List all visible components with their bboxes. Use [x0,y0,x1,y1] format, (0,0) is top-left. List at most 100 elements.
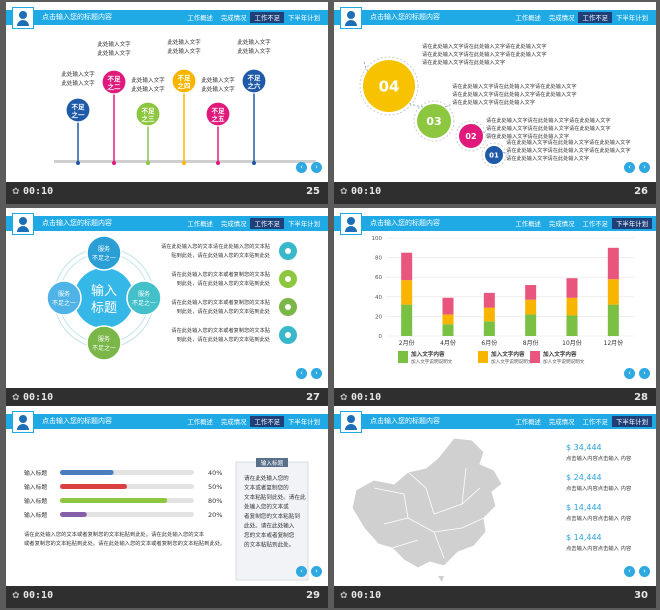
bar-segment [525,314,537,336]
prev-arrow-icon[interactable]: ‹ [624,162,635,173]
circle-text: 请在此处输入文字请在此处输入文字 [452,98,535,106]
tab-progress[interactable]: 完成情况 [548,220,575,228]
tab-plan[interactable]: 下半年计划 [288,418,320,426]
bar-label: 输入标题 [24,511,47,519]
slide-number: 30 [634,590,648,601]
tab-progress[interactable]: 完成情况 [548,14,575,22]
slide-27[interactable]: 点击输入您的标题内容 工作概述 完成情况 工作不足 下半年计划 输入 标题 服务 不足… [6,208,328,410]
next-arrow-icon[interactable]: › [639,368,650,379]
bar-segment [566,297,578,316]
marker-text: 此处输入文字 [131,85,165,93]
tab-progress[interactable]: 完成情况 [548,418,575,426]
tab-plan[interactable]: 下半年计划 [612,416,652,427]
tab-plan[interactable]: 下半年计划 [612,218,652,229]
marker-circle [65,97,91,123]
icon-glyph [285,248,291,254]
x-tick-label: 12月份 [604,339,624,347]
bar-label: 输入标题 [24,469,47,477]
marker-circle [241,68,267,94]
satellite-label: 服务 [98,245,110,253]
tab-overview[interactable]: 工作概述 [187,418,213,426]
y-tick-label: 100 [372,236,383,242]
marker-label: 之五 [212,114,226,123]
tab-progress[interactable]: 完成情况 [220,418,247,426]
tab-plan[interactable]: 下半年计划 [288,14,320,22]
tab-overview[interactable]: 工作概述 [515,220,541,228]
satellite-label: 不足之一 [92,344,116,352]
note-text: 的文本粘贴到此处。 [244,541,294,549]
next-arrow-icon[interactable]: › [311,368,322,379]
tab-shortcomings[interactable]: 工作不足 [582,220,609,228]
china-map [351,437,503,569]
slide-26[interactable]: 点击输入您的标题内容 工作概述 完成情况 工作不足 下半年计划 04 请在此处输入… [334,2,656,204]
tab-plan[interactable]: 下半年计划 [288,220,320,228]
marker-base-dot [146,161,150,165]
marker-text: 此处输入文字 [201,76,235,84]
tab-progress[interactable]: 完成情况 [220,220,247,228]
slide-25[interactable]: 点击输入您的标题内容 工作概述 完成情况 工作不足 下半年计划 不足 之一 此处输入… [6,2,328,204]
bar-track [60,512,194,517]
map-border [407,471,435,515]
next-arrow-icon[interactable]: › [311,162,322,173]
circle-text: 请在此处输入文字请在此处输入文字请在此处输入文字 [486,116,611,124]
marker-text: 此处输入文字 [237,38,271,46]
stat-caption: 点击输入内容点击输入 内容 [566,544,632,552]
tab-overview[interactable]: 工作概述 [515,14,541,22]
tab-shortcomings[interactable]: 工作不足 [250,12,285,23]
prev-arrow-icon[interactable]: ‹ [296,162,307,173]
prev-arrow-icon[interactable]: ‹ [624,368,635,379]
slide-header: 点击输入您的标题内容 工作概述 完成情况 工作不足 下半年计划 [6,213,328,235]
bar-segment [401,280,413,305]
marker-circle [135,101,161,127]
slide-canvas: 点击输入您的标题内容 工作概述 完成情况 工作不足 下半年计划 输入 标题 服务 不足… [6,208,328,388]
slide-30[interactable]: 点击输入您的标题内容 工作概述 完成情况 工作不足 下半年计划 $ 34,444… [334,406,656,608]
marker-text: 此处输入文字 [167,47,201,55]
slide-canvas: 点击输入您的标题内容 工作概述 完成情况 工作不足 下半年计划 不足 之一 此处输入… [6,2,328,182]
satellite-circle [86,325,122,361]
slide-number: 28 [634,392,648,403]
tab-shortcomings[interactable]: 工作不足 [582,418,609,426]
tab-shortcomings[interactable]: 工作不足 [578,12,613,23]
next-arrow-icon[interactable]: › [311,566,322,577]
tab-plan[interactable]: 下半年计划 [616,14,648,22]
marker-text: 此处输入文字 [237,47,271,55]
slide-duration: 00:10 [23,590,54,601]
bar-segment [483,307,495,322]
note-text: 请在此处输入您的 [244,474,289,482]
tab-shortcomings[interactable]: 工作不足 [250,416,285,427]
prev-arrow-icon[interactable]: ‹ [296,368,307,379]
satellite-label: 服务 [138,290,150,298]
map-stats: $ 34,444 点击输入内容点击输入 内容 $ 24,444 点击输入内容点击输入 … [351,437,632,582]
x-tick-label: 4月份 [440,339,456,347]
stat-value: $ 34,444 [566,443,602,452]
slide-header: 点击输入您的标题内容 工作概述 完成情况 工作不足 下半年计划 [334,7,656,29]
tab-bar: 工作概述 完成情况 工作不足 下半年计划 [183,218,324,229]
tab-overview[interactable]: 工作概述 [187,14,213,22]
note-text: 文本粘贴到此处。请在此 [244,493,306,501]
map-border [433,517,485,533]
marker-label: 之六 [248,81,262,90]
slide-29[interactable]: 点击输入您的标题内容 工作概述 完成情况 工作不足 下半年计划 输入标题 40% 输… [6,406,328,608]
slide-duration: 00:10 [351,392,382,403]
tab-shortcomings[interactable]: 工作不足 [250,218,285,229]
tab-bar: 工作概述 完成情况 工作不足 下半年计划 [183,416,324,427]
next-arrow-icon[interactable]: › [639,566,650,577]
tab-overview[interactable]: 工作概述 [187,220,213,228]
note-title-bg [256,458,288,467]
legend-sublabel: 加入文字说明说明文 [543,358,585,365]
marker-label: 不足 [178,74,192,82]
tab-progress[interactable]: 完成情况 [220,14,247,22]
slide-28[interactable]: 点击输入您的标题内容 工作概述 完成情况 工作不足 下半年计划 0 20 40 60 8… [334,208,656,410]
prev-arrow-icon[interactable]: ‹ [296,566,307,577]
satellite-circle [46,280,82,316]
legend-swatch [398,351,408,363]
marker-circle [171,68,197,94]
prev-arrow-icon[interactable]: ‹ [624,566,635,577]
marker-label: 不足 [72,103,86,111]
circle-ring [359,56,419,116]
tab-overview[interactable]: 工作概述 [515,418,541,426]
hub-center-label: 输入 [91,283,117,299]
marker-text: 此处输入文字 [97,49,131,57]
next-arrow-icon[interactable]: › [639,162,650,173]
